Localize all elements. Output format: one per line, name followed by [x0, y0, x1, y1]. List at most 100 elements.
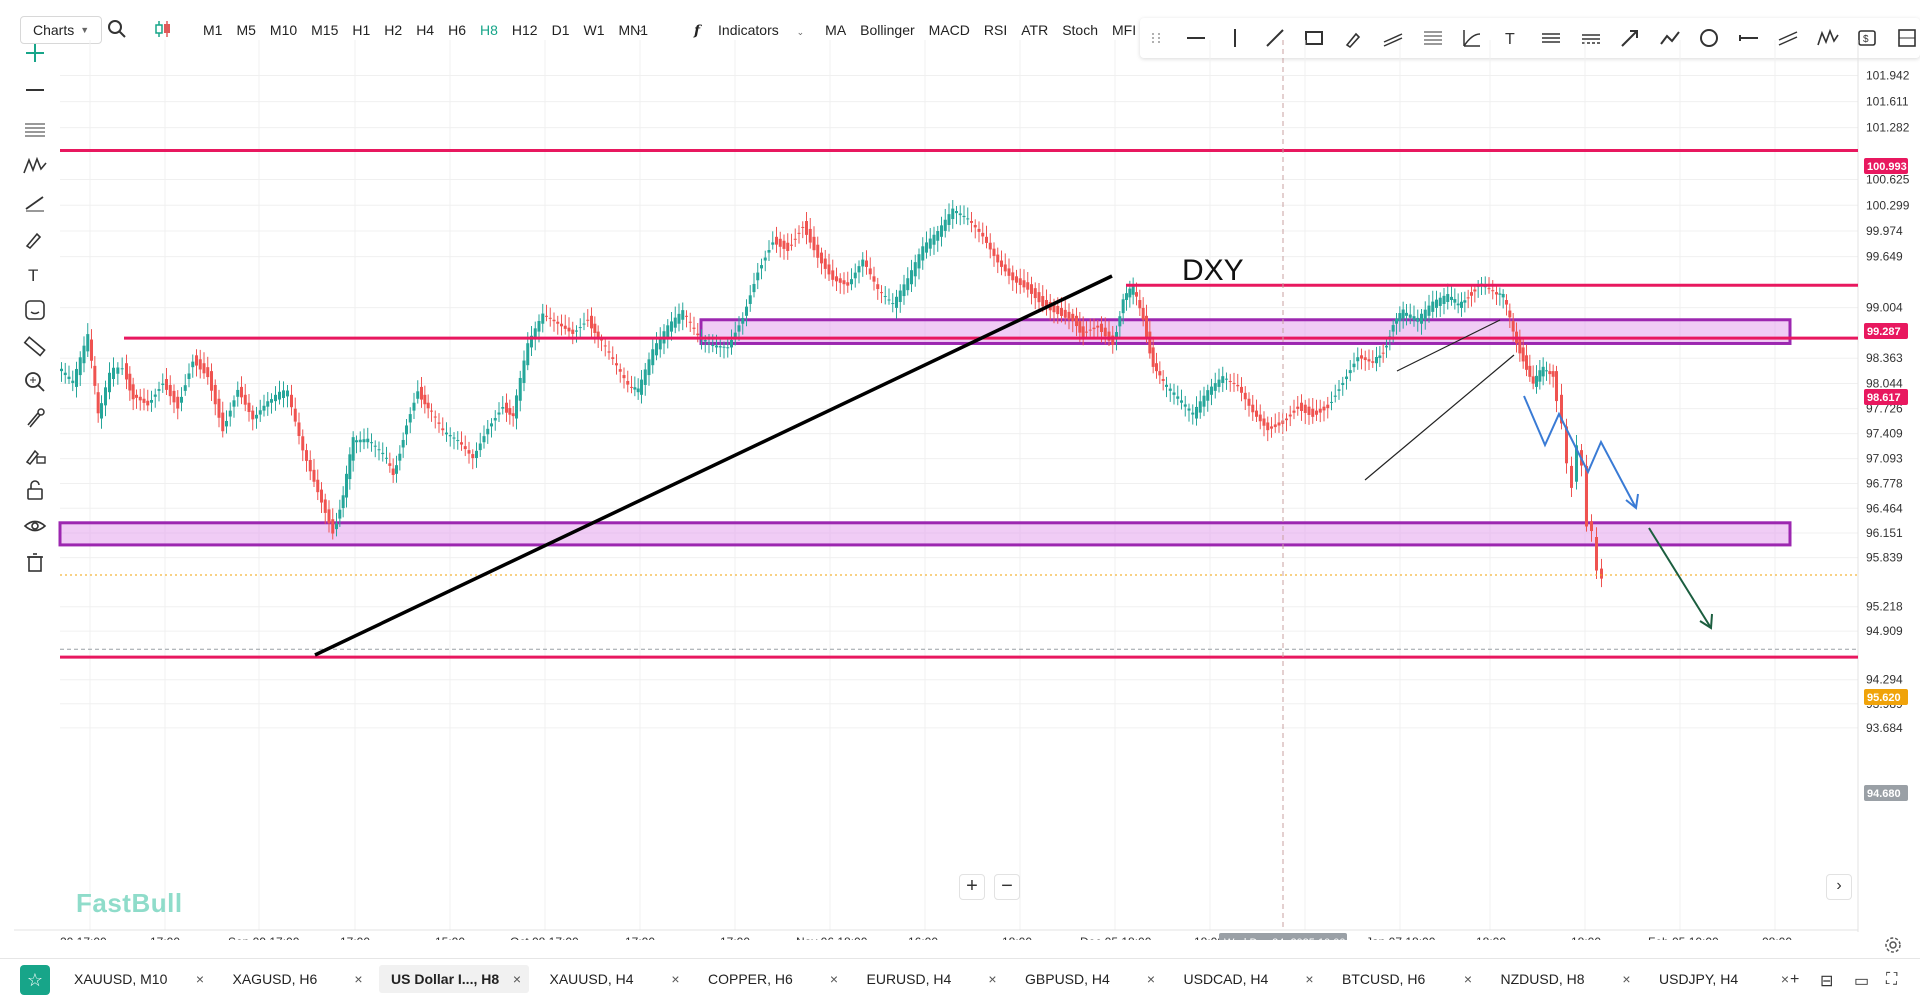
add-tab-icon[interactable]: +	[1790, 971, 1800, 988]
fullscreen-icon[interactable]	[1895, 26, 1919, 50]
pattern-icon[interactable]	[22, 153, 48, 179]
zoom-in-icon[interactable]	[22, 369, 48, 395]
timeframe-m5[interactable]: M5	[236, 22, 256, 38]
close-tab-icon[interactable]: ×	[195, 971, 204, 987]
brush-icon[interactable]	[22, 225, 48, 251]
magnet-icon[interactable]	[22, 405, 48, 431]
horizontal-line-icon[interactable]	[1184, 26, 1208, 50]
minimize-icon[interactable]: ▭	[1854, 973, 1870, 990]
close-tab-icon[interactable]: ×	[1780, 971, 1789, 987]
timeframe-m15[interactable]: M15	[311, 22, 339, 38]
layout-icon[interactable]: ⊟	[1820, 973, 1834, 990]
emoji-icon[interactable]	[22, 297, 48, 323]
indicator-stoch[interactable]: Stoch	[1062, 22, 1099, 38]
close-tab-icon[interactable]: ×	[1622, 971, 1631, 987]
trend-line-icon[interactable]	[1263, 26, 1287, 50]
trash-icon[interactable]	[22, 549, 48, 575]
timeframe-h8[interactable]: H8	[480, 22, 498, 38]
symbol-tab[interactable]: USDJPY, H4 ×	[1647, 965, 1797, 993]
close-tab-icon[interactable]: ×	[1463, 971, 1472, 987]
candle-body	[1100, 323, 1103, 332]
pitchfork-icon[interactable]	[1539, 26, 1563, 50]
symbol-tab[interactable]: XAUUSD, H4 ×	[538, 965, 688, 993]
symbol-tab[interactable]: GBPUSD, H4 ×	[1013, 965, 1163, 993]
indicator-ma[interactable]: MA	[825, 22, 847, 38]
close-tab-icon[interactable]: ×	[829, 971, 838, 987]
chevron-down-icon[interactable]: ⌄	[636, 23, 646, 35]
trend-tools-icon[interactable]	[22, 189, 48, 215]
close-tab-icon[interactable]: ×	[354, 971, 363, 987]
symbol-tab[interactable]: XAUUSD, M10 ×	[62, 965, 212, 993]
eye-icon[interactable]	[22, 513, 48, 539]
indicator-rsi[interactable]: RSI	[983, 22, 1008, 38]
horizontal-line-icon[interactable]	[22, 77, 48, 103]
symbol-tab[interactable]: BTCUSD, H6 ×	[1330, 965, 1480, 993]
symbol-tab[interactable]: NZDUSD, H8 ×	[1489, 965, 1639, 993]
lock-draw-icon[interactable]	[22, 441, 48, 467]
indicator-macd[interactable]: MACD	[928, 22, 970, 38]
rectangle-icon[interactable]	[1302, 26, 1326, 50]
path-icon[interactable]	[1658, 26, 1682, 50]
fibonacci-icon[interactable]	[1421, 26, 1445, 50]
fib-fan-icon[interactable]	[1460, 26, 1484, 50]
symbol-tab[interactable]: XAGUSD, H6 ×	[221, 965, 371, 993]
indicators-button[interactable]: f Indicators ⌄	[680, 18, 818, 43]
vertical-line-icon[interactable]	[1223, 26, 1247, 50]
parallel-icon[interactable]	[1776, 26, 1800, 50]
timeframe-h2[interactable]: H2	[384, 22, 403, 38]
search-icon[interactable]	[106, 18, 128, 40]
timeframe-mn1[interactable]: MN1	[618, 22, 649, 38]
crosshair-icon[interactable]	[22, 40, 48, 66]
indicator-mfi[interactable]: MFI	[1112, 22, 1137, 38]
scroll-right-button[interactable]: ›	[1826, 874, 1852, 900]
candlestick-icon[interactable]	[152, 18, 174, 40]
close-tab-icon[interactable]: ×	[1305, 971, 1314, 987]
timeframe-m10[interactable]: M10	[269, 22, 298, 38]
channel-icon[interactable]	[1381, 26, 1405, 50]
close-tab-icon[interactable]: ×	[1146, 971, 1155, 987]
fullscreen-icon[interactable]: ⛶	[1886, 971, 1898, 988]
charts-menu-button[interactable]: Charts ▼	[20, 16, 103, 44]
symbol-tab[interactable]: COPPER, H6 ×	[696, 965, 846, 993]
zoom-out-button[interactable]: −	[994, 874, 1020, 900]
close-tab-icon[interactable]: ×	[512, 971, 521, 987]
ruler-icon[interactable]	[22, 333, 48, 359]
price-label-box	[1864, 785, 1908, 801]
pattern-icon[interactable]	[1816, 26, 1840, 50]
timeframe-m1[interactable]: M1	[203, 22, 223, 38]
timeframe-d1[interactable]: D1	[551, 22, 570, 38]
zoom-in-button[interactable]: +	[959, 874, 985, 900]
symbol-tab[interactable]: US Dollar I..., H8 ×	[379, 965, 529, 993]
candle-body	[1138, 300, 1142, 309]
candle-body	[887, 299, 891, 301]
ray-icon[interactable]	[1737, 26, 1761, 50]
indicator-atr[interactable]: ATR	[1021, 22, 1049, 38]
brush-icon[interactable]	[1342, 26, 1366, 50]
settings-gear-icon[interactable]	[1884, 936, 1902, 954]
close-tab-icon[interactable]: ×	[671, 971, 680, 987]
timeframe-w1[interactable]: W1	[583, 22, 605, 38]
timeframe-h12[interactable]: H12	[511, 22, 538, 38]
symbol-tab[interactable]: USDCAD, H4 ×	[1172, 965, 1322, 993]
candle-body	[437, 422, 441, 424]
text-icon[interactable]: T	[22, 261, 48, 287]
symbol-tab[interactable]: EURUSD, H4 ×	[855, 965, 1005, 993]
price-label-icon[interactable]: $	[1855, 26, 1879, 50]
star-icon[interactable]: ☆	[20, 965, 50, 995]
drag-handle-icon[interactable]	[1144, 26, 1168, 50]
price-chart[interactable]: DXY 101.942 101.611 101.282 100.625 100.299 99…	[0, 40, 1920, 940]
unlock-icon[interactable]	[22, 477, 48, 503]
candle-body	[842, 280, 846, 285]
candle-body	[1195, 406, 1198, 419]
timeframe-h1[interactable]: H1	[352, 22, 371, 38]
indicator-bollinger[interactable]: Bollinger	[860, 22, 915, 38]
arrow-icon[interactable]	[1618, 26, 1642, 50]
fibonacci-icon[interactable]	[22, 117, 48, 143]
timeframe-h6[interactable]: H6	[448, 22, 466, 38]
candle-body	[857, 266, 861, 273]
text-icon[interactable]: T	[1500, 26, 1524, 50]
close-tab-icon[interactable]: ×	[988, 971, 997, 987]
timeframe-h4[interactable]: H4	[416, 22, 435, 38]
circle-icon[interactable]	[1697, 26, 1721, 50]
